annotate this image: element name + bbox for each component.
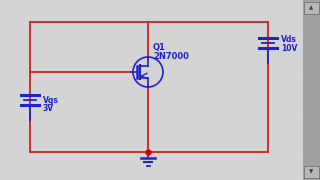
Bar [303,0,320,180]
Text: ▼: ▼ [309,170,314,174]
Text: 3V: 3V [43,104,54,113]
Text: Q1: Q1 [153,43,166,52]
Text: 10V: 10V [281,44,297,53]
Bar [304,166,319,178]
Text: 2N7000: 2N7000 [153,52,189,61]
Text: ▲: ▲ [309,6,314,10]
Bar [304,2,319,14]
Text: Vgs: Vgs [43,96,59,105]
Text: Vds: Vds [281,35,297,44]
